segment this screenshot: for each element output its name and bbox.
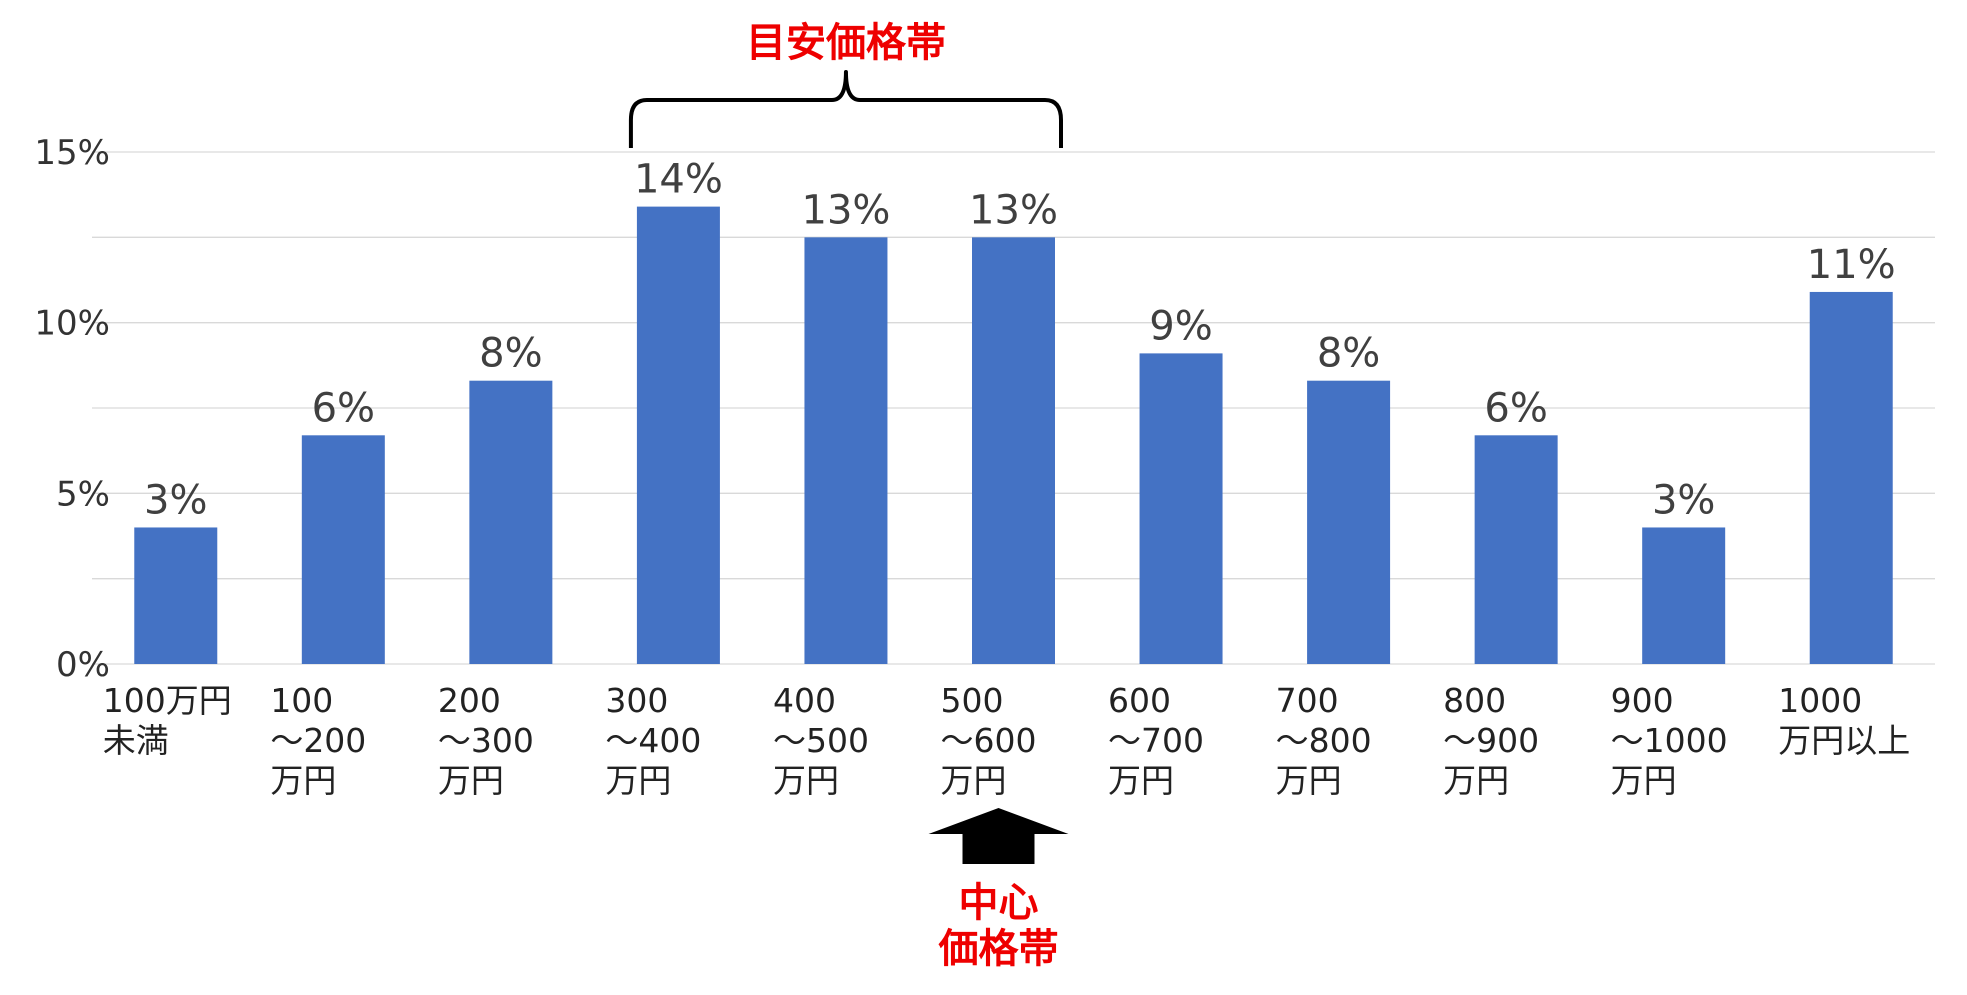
x-category-line: 万円 xyxy=(1276,761,1342,800)
bar xyxy=(972,237,1055,665)
x-category-line: 万円 xyxy=(270,761,336,800)
up-arrow-icon xyxy=(928,808,1069,864)
x-category-line: 100 xyxy=(270,681,333,720)
bar xyxy=(134,527,218,664)
data-label: 8% xyxy=(1317,331,1380,377)
x-category-line: ～400 xyxy=(605,721,701,760)
bar xyxy=(1809,291,1893,664)
bar xyxy=(1474,435,1558,664)
data-label: 6% xyxy=(1484,385,1547,431)
x-category-line: 未満 xyxy=(103,721,169,760)
x-category-line: ～500 xyxy=(773,721,869,760)
arrow-label-line-2: 価格帯 xyxy=(938,926,1059,972)
x-category-line: ～600 xyxy=(941,721,1037,760)
x-category-line: 300 xyxy=(605,681,668,720)
data-label: 6% xyxy=(312,385,375,431)
y-tick-label: 5% xyxy=(56,474,110,514)
x-category-line: 万円 xyxy=(773,761,839,800)
y-tick-label: 10% xyxy=(34,304,110,344)
x-category-line: 1000 xyxy=(1778,681,1862,720)
data-label: 3% xyxy=(144,477,207,523)
x-category-line: 万円 xyxy=(941,761,1007,800)
x-category-line: 万円 xyxy=(438,761,504,800)
x-category-line: ～900 xyxy=(1443,721,1539,760)
y-axis-ticks: 0% 5% 10% 15% xyxy=(34,133,110,685)
x-category-line: ～700 xyxy=(1108,721,1204,760)
x-category-line: ～800 xyxy=(1276,721,1372,760)
x-category-line: 500 xyxy=(941,681,1004,720)
y-tick-label: 0% xyxy=(56,645,110,685)
x-category-line: 900 xyxy=(1611,681,1674,720)
x-category-line: 万円以上 xyxy=(1778,721,1910,760)
x-category-line: 万円 xyxy=(1611,761,1677,800)
x-category-line: ～1000 xyxy=(1611,721,1728,760)
data-label: 8% xyxy=(479,331,542,377)
data-label: 9% xyxy=(1149,303,1212,349)
bar xyxy=(301,435,385,664)
x-category-line: 200 xyxy=(438,681,501,720)
data-label: 13% xyxy=(802,187,891,233)
y-tick-label: 15% xyxy=(34,133,110,173)
bars xyxy=(134,206,1893,665)
bar xyxy=(469,380,553,664)
data-label: 14% xyxy=(634,157,723,203)
data-label: 13% xyxy=(969,187,1058,233)
data-label: 3% xyxy=(1652,477,1715,523)
x-category-line: 万円 xyxy=(605,761,671,800)
x-axis-categories: 100万円未満100～200万円200～300万円300～400万円400～50… xyxy=(103,681,1910,800)
x-category-line: ～200 xyxy=(270,721,366,760)
x-category-line: 万円 xyxy=(1108,761,1174,800)
x-category-line: 100万円 xyxy=(103,681,232,720)
bar xyxy=(1642,527,1726,664)
data-label: 11% xyxy=(1807,242,1896,288)
x-category-line: 600 xyxy=(1108,681,1171,720)
annotations: 目安価格帯 中心 価格帯 xyxy=(628,20,1069,972)
bracket-icon xyxy=(628,70,1063,148)
bar xyxy=(636,206,720,664)
bar xyxy=(1307,380,1391,664)
bar xyxy=(1139,353,1223,664)
x-category-line: ～300 xyxy=(438,721,534,760)
x-category-line: 400 xyxy=(773,681,836,720)
bar xyxy=(804,237,888,665)
data-labels: 3% 6% 8% 14% 13% 13% 9% 8% 6% 3% 11% xyxy=(144,157,1896,524)
bracket-label: 目安価格帯 xyxy=(746,20,946,66)
x-category-line: 万円 xyxy=(1443,761,1509,800)
x-category-line: 700 xyxy=(1276,681,1339,720)
x-category-line: 800 xyxy=(1443,681,1506,720)
arrow-label-line-1: 中心 xyxy=(959,880,1039,926)
